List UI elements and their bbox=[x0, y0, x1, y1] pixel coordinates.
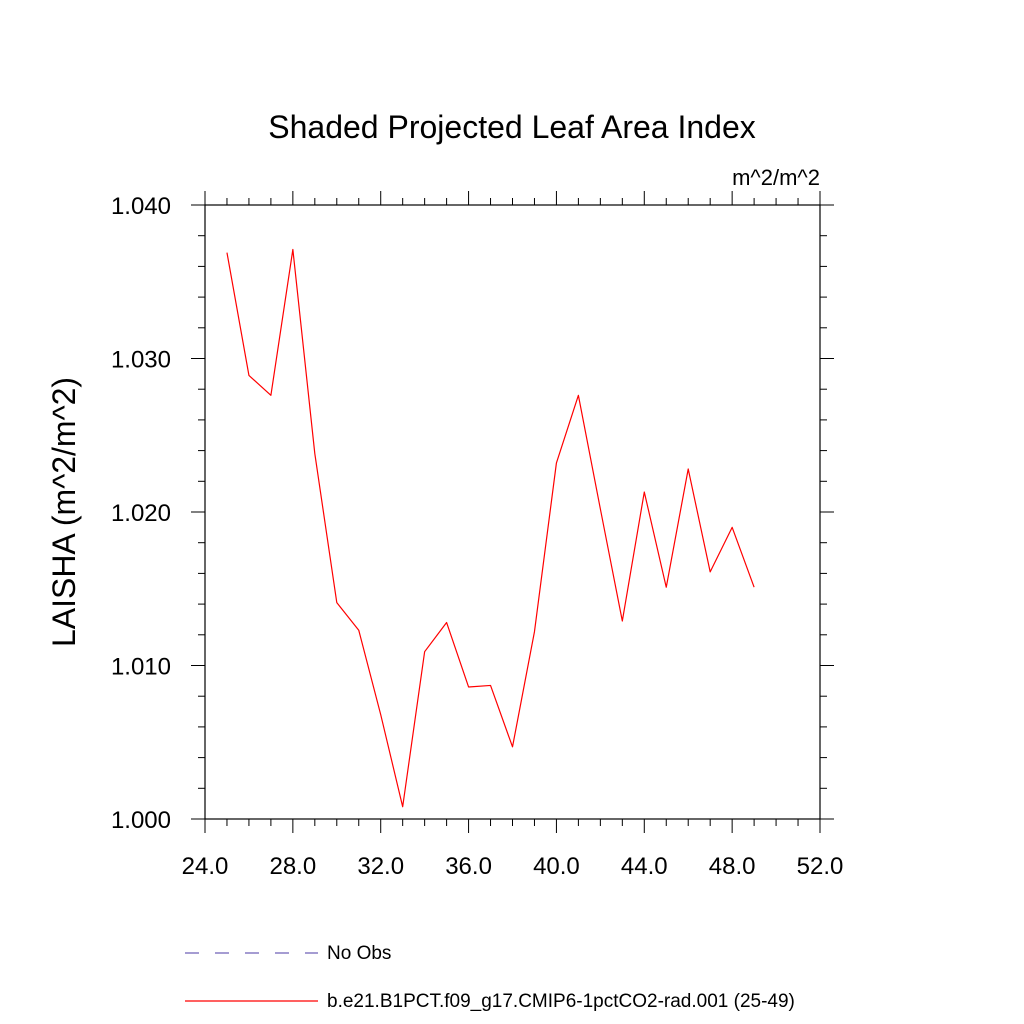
y-tick-label: 1.020 bbox=[111, 500, 171, 527]
x-tick-label: 28.0 bbox=[269, 853, 316, 880]
legend-label-model-run: b.e21.B1PCT.f09_g17.CMIP6-1pctCO2-rad.00… bbox=[327, 991, 795, 1012]
legend: No Obs b.e21.B1PCT.f09_g17.CMIP6-1pctCO2… bbox=[185, 943, 795, 1012]
x-tick-label: 36.0 bbox=[445, 853, 492, 880]
y-tick-label: 1.030 bbox=[111, 347, 171, 374]
legend-label-no-obs: No Obs bbox=[327, 943, 391, 964]
y-tick-label: 1.040 bbox=[111, 193, 171, 220]
x-tick-label: 24.0 bbox=[182, 853, 229, 880]
chart-title: Shaded Projected Leaf Area Index bbox=[268, 109, 755, 145]
x-tick-label: 48.0 bbox=[709, 853, 756, 880]
y-tick-label: 1.010 bbox=[111, 654, 171, 681]
y-tick-label: 1.000 bbox=[111, 807, 171, 834]
x-tick-label: 44.0 bbox=[621, 853, 668, 880]
axis-ticks bbox=[191, 191, 834, 833]
axis-tick-labels: 24.0 28.0 32.0 36.0 40.0 44.0 48.0 52.0 1.000 1.0… bbox=[111, 193, 843, 880]
x-tick-label: 52.0 bbox=[797, 853, 844, 880]
plot-frame bbox=[204, 204, 821, 820]
data-series bbox=[226, 248, 755, 808]
y-axis-label: LAISHA (m^2/m^2) bbox=[46, 377, 82, 647]
x-tick-label: 32.0 bbox=[357, 853, 404, 880]
units-label: m^2/m^2 bbox=[732, 165, 820, 190]
series-line bbox=[226, 248, 755, 808]
x-tick-label: 40.0 bbox=[533, 853, 580, 880]
